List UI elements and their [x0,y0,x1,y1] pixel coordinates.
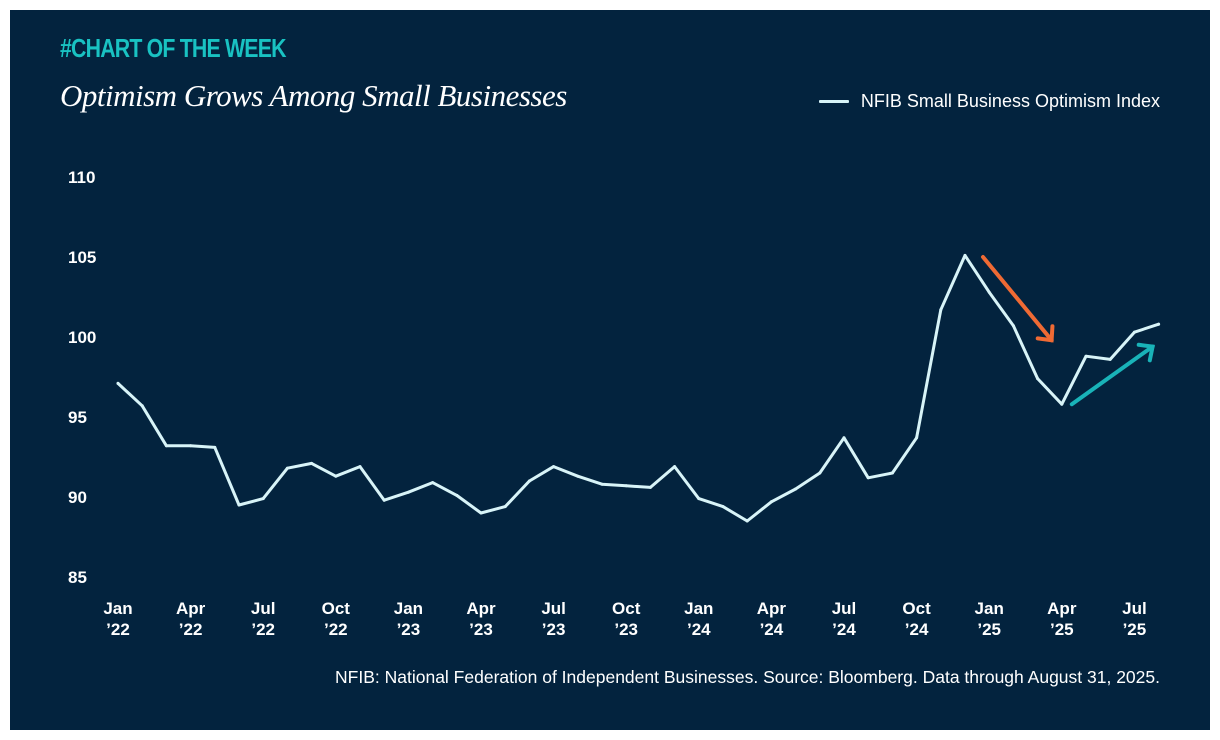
x-tick-label: Apr ’22 [176,599,206,639]
data-point [818,471,822,475]
data-point [842,436,846,440]
data-point [624,484,628,488]
x-tick-label: Apr ’23 [466,599,496,639]
x-tick-label: Jul ’25 [1122,599,1147,639]
series-layer [116,253,1161,523]
data-point [431,481,435,485]
down-trend-arrow-head [1035,324,1055,343]
x-tick-label: Apr ’25 [1047,599,1077,639]
data-point [1157,322,1161,326]
data-point [987,290,991,294]
data-point [334,474,338,478]
data-point [866,476,870,480]
data-point [164,444,168,448]
data-point [527,479,531,483]
data-point [503,505,507,509]
data-point [213,445,217,449]
source-footnote: NFIB: National Federation of Independent… [335,667,1160,687]
data-point [261,497,265,501]
data-point [140,404,144,408]
x-tick-label: Oct ’24 [902,599,931,639]
data-point [939,308,943,312]
data-point [237,503,241,507]
data-point [600,482,604,486]
y-axis: 85 90 95 100 105 110 [68,168,96,587]
data-point [1060,402,1064,406]
x-tick-label: Jul ’22 [251,599,276,639]
up-trend-arrow-head [1136,342,1155,363]
series-line [116,253,1161,523]
data-point [1108,357,1112,361]
data-point [1011,324,1015,328]
chart-panel [10,10,1210,730]
data-point [745,519,749,523]
x-tick-label: Jul ’24 [832,599,857,639]
x-tick-label: Oct ’22 [322,599,351,639]
data-point [794,487,798,491]
y-tick-label: 95 [68,408,87,427]
x-tick-label: Jan ’23 [394,599,423,639]
down-trend-arrow [981,255,1054,343]
data-point [1132,330,1136,334]
data-point [697,497,701,501]
x-tick-label: Jul ’23 [541,599,566,639]
data-point [455,493,459,497]
data-point [479,511,483,515]
data-point [576,474,580,478]
data-point [1084,354,1088,358]
legend-label: NFIB Small Business Optimism Index [860,91,1160,111]
y-tick-label: 110 [68,168,95,187]
data-point [721,505,725,509]
x-tick-label: Jan ’24 [684,599,713,639]
x-axis: Jan ’22 Apr ’22 Jul ’22 Oct ’22 Jan ’23 Apr ’23 Jul’… [103,599,1146,639]
data-point [285,466,289,470]
data-point [769,500,773,504]
up-trend-arrow [1069,344,1155,407]
data-point [552,465,556,469]
x-tick-label: Oct ’23 [612,599,641,639]
data-point [358,465,362,469]
data-point [1036,377,1040,381]
x-tick-label: Jan ’25 [975,599,1004,639]
data-point [890,471,894,475]
y-tick-label: 105 [68,248,96,267]
chart-title: Optimism Grows Among Small Businesses [60,78,567,113]
data-point [310,461,314,465]
data-point [915,436,919,440]
data-point [189,444,193,448]
x-tick-label: Apr ’24 [757,599,787,639]
data-point [406,490,410,494]
data-point [382,498,386,502]
y-tick-label: 85 [68,568,87,587]
chart-of-the-week-tag: #CHART OF THE WEEK [60,33,287,63]
data-point [116,381,120,385]
legend: NFIB Small Business Optimism Index [818,91,1160,112]
y-tick-label: 100 [68,328,96,347]
y-tick-label: 90 [68,488,87,507]
data-point [963,253,967,257]
x-tick-label: Jan ’22 [103,599,132,639]
annotations-layer [981,255,1155,407]
data-point [648,485,652,489]
legend-line-swatch [818,100,849,103]
data-point [673,465,677,469]
